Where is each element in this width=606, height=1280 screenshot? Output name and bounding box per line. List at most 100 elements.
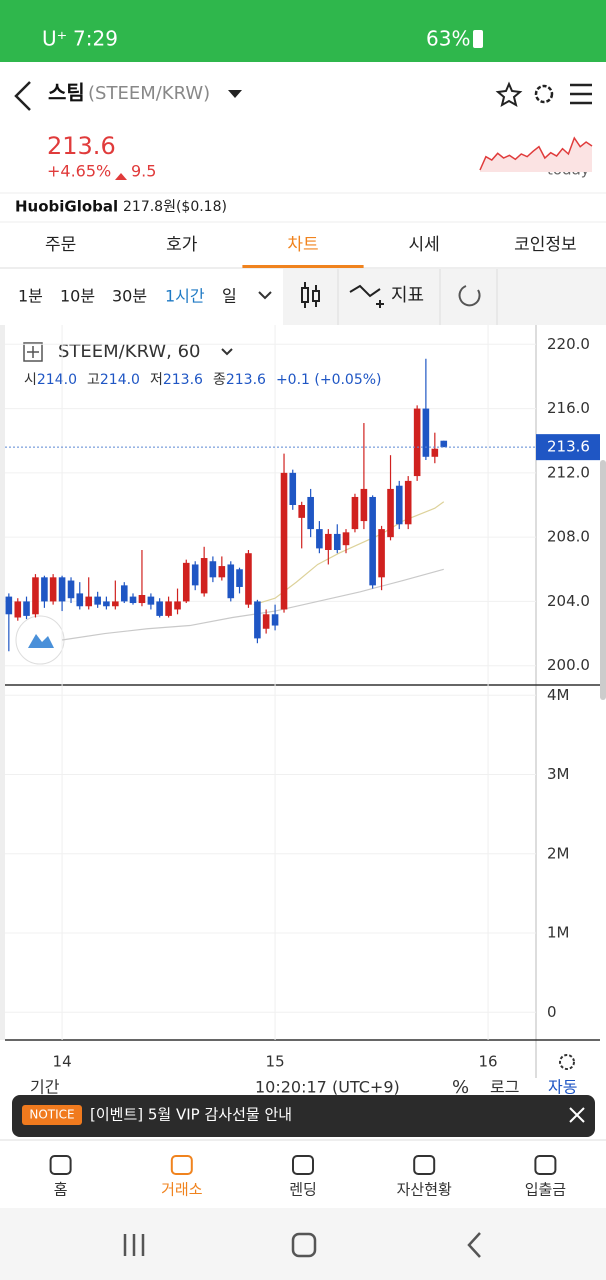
candle-body — [227, 564, 235, 599]
candle-body — [431, 448, 439, 457]
candle-body — [103, 601, 110, 607]
candle-body — [112, 601, 119, 607]
candle-body — [254, 601, 261, 639]
volume-tick-label: 3M — [547, 765, 570, 783]
x-tick-label: 14 — [53, 1053, 72, 1071]
add-symbol[interactable] — [23, 342, 43, 362]
coin-pair: (STEEM/KRW) — [88, 83, 210, 104]
candle-body — [280, 472, 288, 610]
percent-toggle[interactable]: % — [452, 1077, 469, 1098]
menu[interactable] — [570, 83, 592, 105]
timestamp: 10:20:17 (UTC+9) — [255, 1078, 400, 1097]
log-toggle[interactable]: 로그 — [490, 1078, 519, 1097]
tab[interactable]: 주문 — [45, 235, 76, 255]
candle-body — [174, 601, 181, 610]
moving-average — [61, 568, 444, 641]
sparkline — [479, 136, 593, 171]
symbol-dropdown[interactable] — [221, 348, 233, 356]
candle-body — [200, 558, 208, 594]
status-bar — [0, 0, 606, 62]
recent-apps[interactable] — [123, 1234, 145, 1256]
candle-body — [236, 569, 243, 587]
back-button[interactable] — [14, 81, 31, 111]
interval[interactable]: 10분 — [60, 287, 95, 306]
legend-change: +0.1 (+0.05%) — [276, 372, 382, 388]
interval[interactable]: 30분 — [112, 287, 147, 306]
chart-settings[interactable] — [559, 1054, 575, 1070]
logo-icon — [28, 634, 54, 648]
legend-label: 고 — [87, 372, 100, 388]
candle-body — [147, 596, 155, 605]
volume-tick-label: 1M — [547, 924, 570, 942]
add-symbol-plus — [27, 346, 39, 358]
candle-body — [41, 577, 48, 602]
candle-body — [129, 596, 137, 604]
nav-item[interactable]: 홈 — [54, 1181, 68, 1199]
interval-more[interactable] — [258, 291, 272, 300]
legend-value: 214.0 — [100, 372, 140, 388]
interval[interactable]: 1분 — [18, 287, 43, 306]
dropdown[interactable] — [228, 90, 242, 98]
candle-body — [32, 577, 39, 615]
candle-body — [262, 614, 270, 629]
candle-body — [85, 596, 93, 607]
tab[interactable]: 코인정보 — [514, 235, 577, 255]
interval[interactable]: 일 — [222, 287, 237, 306]
legend-value: 213.6 — [163, 372, 203, 388]
auto-toggle[interactable]: 자동 — [548, 1078, 577, 1097]
tab[interactable]: 호가 — [166, 235, 198, 255]
tab-indicator — [242, 265, 364, 268]
candle-body — [191, 564, 199, 586]
candle-body — [307, 496, 314, 530]
back-nav[interactable] — [467, 1232, 481, 1258]
settings[interactable] — [534, 84, 554, 104]
candle-body — [120, 585, 128, 602]
indicator-button[interactable]: 지표 — [391, 285, 424, 306]
home-button[interactable] — [291, 1232, 317, 1258]
notice-text: [이벤트] 5월 VIP 감사선물 안내 — [90, 1106, 292, 1124]
last-price-box — [536, 434, 600, 461]
candle-type-button[interactable] — [301, 282, 320, 308]
candle-body — [316, 529, 323, 549]
interval[interactable]: 1시간 — [165, 287, 205, 306]
nav-icon — [413, 1155, 436, 1175]
candle-body — [395, 485, 403, 525]
tab[interactable]: 시세 — [409, 235, 440, 255]
candle-body — [23, 601, 30, 616]
nav-item[interactable]: 렌딩 — [289, 1181, 317, 1199]
candle-body — [94, 596, 101, 605]
y-tick-label: 220.0 — [547, 335, 590, 353]
system-nav — [0, 1208, 606, 1280]
up-arrow — [115, 173, 127, 180]
nav-icon — [170, 1155, 193, 1175]
candle-body — [413, 408, 421, 477]
candle-body — [333, 533, 341, 550]
candle-body — [218, 566, 226, 578]
period: 기간 — [30, 1078, 60, 1097]
notice-close[interactable] — [569, 1107, 585, 1123]
nav-item[interactable]: 거래소 — [161, 1181, 203, 1199]
refresh[interactable] — [458, 285, 481, 307]
exchange-name: HuobiGlobal — [15, 198, 118, 216]
candle-body — [387, 488, 394, 538]
nav-icon — [49, 1155, 72, 1175]
nav-item[interactable]: 입출금 — [525, 1181, 567, 1199]
notice-banner[interactable] — [12, 1095, 595, 1137]
candle-body — [289, 472, 297, 505]
nav-item[interactable]: 자산현황 — [397, 1181, 452, 1199]
legend-value: 213.6 — [226, 372, 266, 388]
indicator-plus — [376, 300, 384, 308]
candle-body — [440, 440, 448, 448]
candle-body — [369, 496, 376, 586]
tab[interactable]: 차트 — [287, 235, 318, 255]
x-tick-label: 16 — [479, 1053, 498, 1071]
favorite[interactable] — [495, 81, 523, 108]
scrollbar — [600, 460, 606, 700]
last-price-label: 213.6 — [547, 438, 590, 456]
carrier: U⁺ — [42, 27, 67, 51]
change-pct: +4.65% — [47, 162, 111, 181]
candle-body — [156, 601, 163, 616]
legend-value: 214.0 — [37, 372, 77, 388]
candle-body — [209, 561, 217, 578]
